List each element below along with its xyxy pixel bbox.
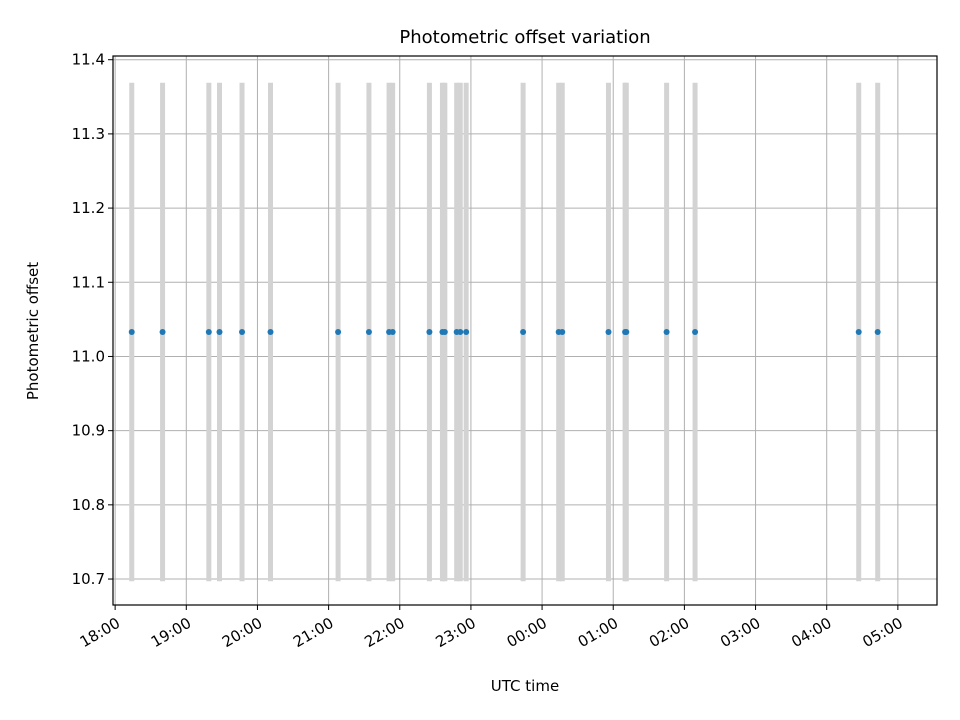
x-tick-label: 02:00 <box>646 614 692 651</box>
data-point <box>205 328 212 335</box>
y-tick-label: 11.2 <box>72 199 105 217</box>
data-point <box>365 328 372 335</box>
y-tick-label: 10.8 <box>72 496 105 514</box>
y-tick-label: 10.7 <box>72 570 105 588</box>
x-tick-label: 20:00 <box>219 614 265 651</box>
y-tick-label: 11.4 <box>72 51 105 69</box>
data-point <box>559 328 566 335</box>
data-point <box>426 328 433 335</box>
x-tick-label: 21:00 <box>290 614 336 651</box>
x-tick-label: 04:00 <box>788 614 834 651</box>
data-point <box>239 328 246 335</box>
x-tick-label: 19:00 <box>148 614 194 651</box>
data-point <box>663 328 670 335</box>
data-point <box>128 328 135 335</box>
x-tick-label: 23:00 <box>432 614 478 651</box>
data-point <box>267 328 274 335</box>
data-point <box>335 328 342 335</box>
data-point <box>463 328 470 335</box>
data-point <box>874 328 881 335</box>
data-point <box>216 328 223 335</box>
data-point <box>605 328 612 335</box>
y-tick-label: 10.9 <box>72 422 105 440</box>
data-point <box>623 328 630 335</box>
x-tick-label: 01:00 <box>575 614 621 651</box>
data-point <box>441 328 448 335</box>
x-axis: 18:00 19:00 20:00 21:00 22:00 23:00 00:00 01:00… <box>77 605 906 651</box>
data-point <box>159 328 166 335</box>
data-point <box>855 328 862 335</box>
y-axis: 10.7 10.8 10.9 11.0 11.1 11.2 11.3 11.4 <box>72 51 113 588</box>
x-tick-label: 05:00 <box>859 614 905 651</box>
x-tick-label: 22:00 <box>361 614 407 651</box>
x-tick-label: 03:00 <box>717 614 763 651</box>
y-tick-label: 11.3 <box>72 125 105 143</box>
y-tick-label: 11.0 <box>72 347 105 365</box>
plot-frame <box>112 55 938 606</box>
x-axis-label: UTC time <box>491 677 559 695</box>
y-axis-label: Photometric offset <box>24 262 42 400</box>
data-point <box>520 328 527 335</box>
x-tick-label: 00:00 <box>504 614 550 651</box>
data-point <box>692 328 699 335</box>
data-point <box>389 328 396 335</box>
data-points <box>128 328 881 335</box>
chart-title: Photometric offset variation <box>399 27 650 48</box>
y-tick-label: 11.1 <box>72 273 105 291</box>
data-point <box>457 328 464 335</box>
x-tick-label: 18:00 <box>77 614 123 651</box>
